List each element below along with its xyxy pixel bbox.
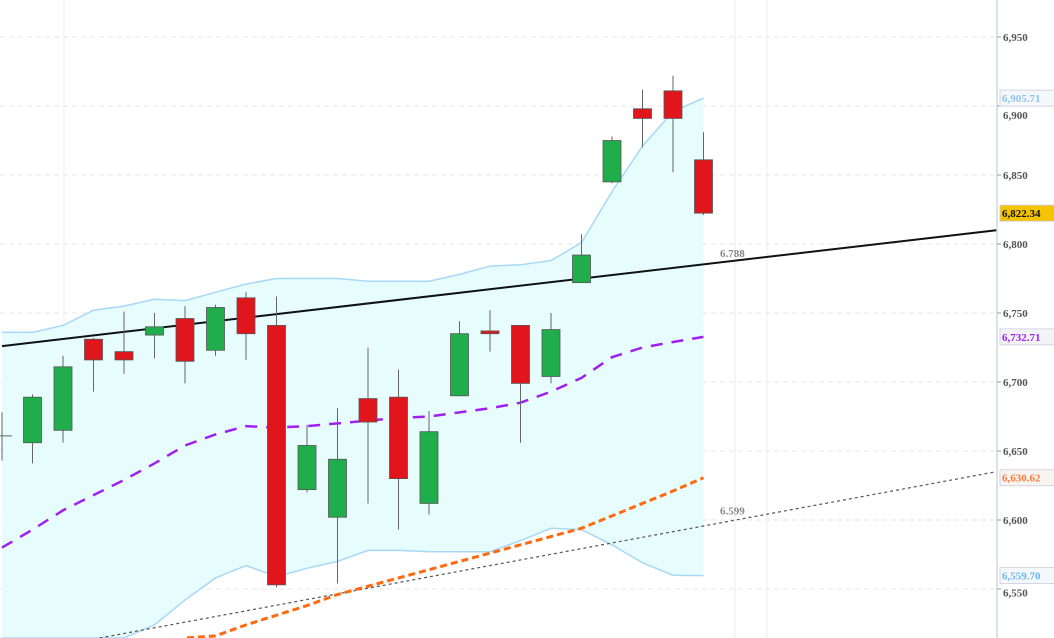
candle-up (328, 458, 347, 518)
price-tag: 6,732.71 (1002, 332, 1041, 344)
candle-down (267, 325, 286, 586)
price-tag: 6,630.62 (1002, 473, 1041, 485)
price-tag: 6,822.34 (1002, 208, 1041, 220)
candle-down (663, 90, 683, 119)
axis-tick-label: 6,700 (1003, 377, 1028, 389)
axis-tick-label: 6,800 (1003, 239, 1028, 251)
axis-tick-label: 6,600 (1003, 515, 1028, 527)
trendline-label: 6.788 (720, 248, 745, 260)
trendline (1, 229, 997, 348)
price-tag-box (999, 328, 1054, 346)
axis-tick-label: 6,650 (1003, 446, 1028, 458)
dotted-line-label: 6.599 (720, 505, 745, 517)
price-tag: 6,559.70 (1002, 571, 1041, 583)
axis-tick-label: 6,900 (1003, 110, 1028, 122)
candle-up (145, 326, 164, 336)
candle-down (633, 108, 652, 119)
moving-average-line (184, 476, 705, 638)
bollinger-band (2, 97, 704, 638)
candle-up (541, 329, 561, 377)
candle-up (602, 140, 622, 183)
candle-up (419, 431, 439, 504)
candle-up (450, 333, 469, 397)
candle-up (572, 254, 591, 284)
indicator-lines: 6.788 6.599 (1, 229, 997, 638)
candle-up (206, 307, 225, 351)
candle-down (114, 351, 134, 361)
candle-down (84, 338, 103, 361)
candle-up (53, 366, 73, 431)
middle-band-line (1, 335, 704, 549)
band-fill (2, 98, 704, 638)
axis-tick-label: 6,550 (1003, 588, 1028, 600)
candle-down (358, 398, 378, 423)
candle-down (480, 330, 500, 335)
price-tag-box (999, 204, 1054, 222)
candle-down (175, 318, 195, 362)
price-tag-box (999, 469, 1054, 487)
price-tag: 6,905.71 (1002, 93, 1041, 105)
candle-up (23, 396, 42, 444)
candle-down (389, 396, 408, 479)
axis-tick-label: 6,750 (1003, 308, 1028, 320)
candle-up (297, 445, 317, 491)
candle-down (694, 159, 713, 214)
price-axis[interactable]: 6,550 6,600 6,650 6,700 6,750 6,800 6,850 6,900… (996, 0, 1054, 638)
axis-tick-label: 6,950 (1003, 32, 1028, 44)
upper-band-line (2, 97, 704, 334)
dotted-trendline (99, 471, 997, 638)
price-tag-box (999, 567, 1054, 585)
price-tag-box (999, 89, 1054, 107)
candles (0, 75, 713, 588)
candle-down (236, 297, 256, 335)
axis-tick-label: 6,850 (1003, 170, 1028, 182)
lower-band-line (2, 527, 704, 638)
candle-down (511, 325, 530, 384)
